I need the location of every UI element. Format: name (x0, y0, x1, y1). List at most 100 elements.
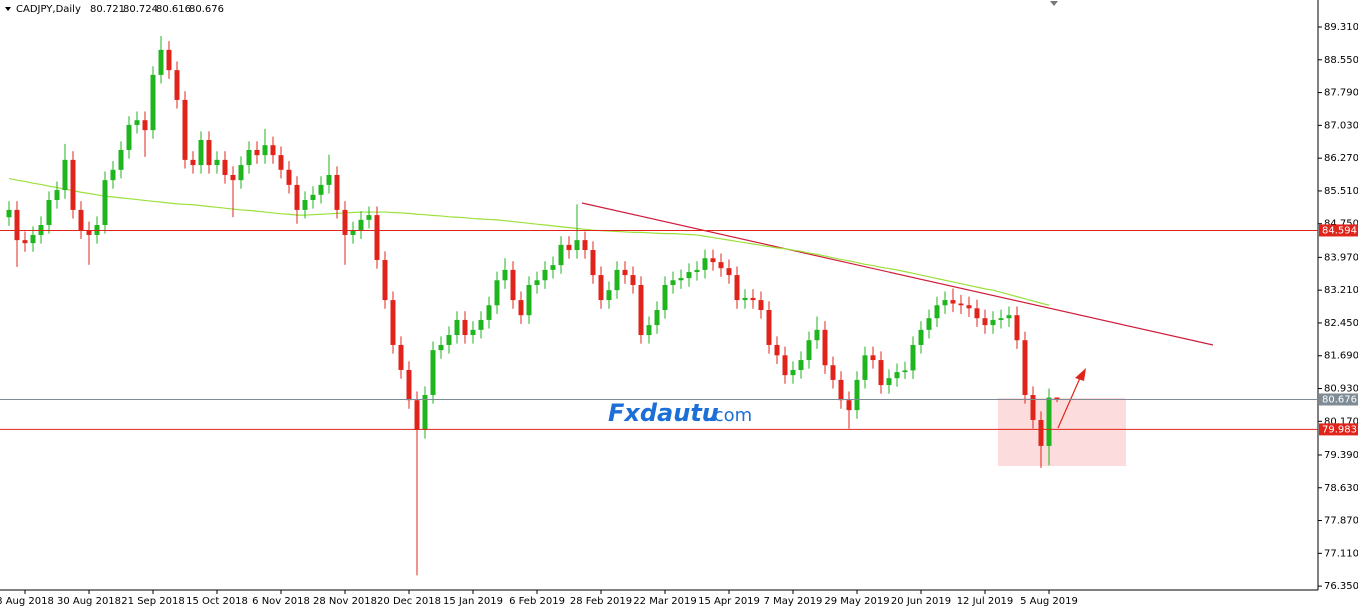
candle-body (22, 240, 28, 244)
candle-body (918, 329, 924, 345)
candle-body (982, 318, 988, 326)
candle-body (534, 280, 540, 285)
candle-body (318, 184, 324, 195)
candle-body (270, 145, 276, 156)
candle-body (382, 259, 388, 301)
x-tick-label: 28 Feb 2019 (570, 596, 632, 607)
candle-body (118, 149, 124, 170)
candle-body (998, 318, 1004, 320)
chart-title: CADJPY,Daily (16, 4, 81, 15)
y-tick-label: 79.390 (1324, 450, 1358, 461)
candle-body (958, 303, 964, 306)
scroll-marker (1050, 1, 1058, 6)
candle-body (174, 70, 180, 100)
candle-body (718, 262, 724, 269)
candle-body (758, 300, 764, 311)
candle-body (566, 244, 572, 251)
candle-body (558, 244, 564, 266)
candle-body (862, 355, 868, 380)
candle-body (950, 300, 956, 304)
candle-body (182, 99, 188, 160)
candle-body (238, 165, 244, 181)
candle-body (198, 140, 204, 166)
candle-body (942, 300, 948, 306)
y-tick-label: 76.350 (1324, 581, 1358, 592)
y-tick-label: 81.690 (1324, 351, 1358, 362)
candle-body (662, 284, 668, 311)
candle-body (446, 335, 452, 345)
candle-body (30, 234, 36, 244)
candle-body (886, 378, 892, 386)
candle-body (622, 269, 628, 276)
y-tick-label: 77.110 (1324, 548, 1358, 559)
candle-body (334, 174, 340, 210)
candle-body (478, 319, 484, 330)
candle-body (190, 159, 196, 166)
symbol-menu-icon (5, 7, 11, 11)
x-tick-label: 7 May 2019 (764, 596, 823, 607)
x-tick-label: 20 Dec 2018 (377, 596, 441, 607)
candle-body (358, 219, 364, 231)
candle-body (990, 319, 996, 326)
candle-body (510, 269, 516, 301)
candle-body (470, 329, 476, 336)
candle-body (774, 344, 780, 356)
candle-body (902, 370, 908, 373)
y-tick-label: 83.210 (1324, 285, 1358, 296)
candle-body (1038, 420, 1044, 446)
arrow-shaft (1057, 377, 1081, 429)
y-tick-label: 87.030 (1324, 120, 1358, 131)
y-tick-label: 88.550 (1324, 55, 1358, 66)
candle-body (734, 275, 740, 301)
candle-body (430, 350, 436, 395)
candle-body (390, 300, 396, 345)
x-tick-label: 20 Jun 2019 (891, 596, 951, 607)
y-tick-label: 85.510 (1324, 186, 1358, 197)
x-tick-label: 29 May 2019 (824, 596, 889, 607)
x-tick-label: 8 Aug 2018 (0, 596, 54, 607)
header-high: 80.724 (123, 4, 158, 15)
header-open: 80.721 (90, 4, 125, 15)
y-tick-label: 77.870 (1324, 516, 1358, 527)
candle-body (502, 269, 508, 281)
candle-body (150, 74, 156, 131)
y-tick-label: 87.790 (1324, 88, 1358, 99)
price-label: 84.594 (1322, 225, 1357, 236)
candle-body (686, 272, 692, 279)
candle-body (614, 269, 620, 291)
watermark-brand: Fxdautu (608, 399, 719, 427)
watermark-suffix: .com (708, 405, 752, 426)
candle-body (6, 209, 12, 218)
candle-body (254, 149, 260, 156)
candle-body (934, 305, 940, 319)
candle-body (54, 190, 60, 200)
candle-body (438, 344, 444, 351)
candle-body (46, 200, 52, 226)
candle-body (214, 159, 220, 166)
candle-body (694, 269, 700, 273)
y-tick-label: 80.930 (1324, 384, 1358, 395)
candle-body (406, 369, 412, 401)
x-tick-label: 15 Apr 2019 (698, 596, 760, 607)
y-tick-label: 78.630 (1324, 483, 1358, 494)
candle-body (310, 194, 316, 200)
candle-body (726, 268, 732, 276)
candle-body (158, 49, 164, 75)
candle-body (102, 180, 108, 226)
candle-body (78, 209, 84, 231)
candle-body (654, 310, 660, 326)
y-tick-label: 86.270 (1324, 153, 1358, 164)
candle-body (678, 278, 684, 281)
price-label-box (1319, 393, 1358, 406)
moving-average (8, 177, 1050, 306)
candle-body (1006, 315, 1012, 319)
candle-body (894, 372, 900, 379)
candle-body (486, 305, 492, 320)
candle-body (166, 49, 172, 71)
x-tick-label: 22 Mar 2019 (633, 596, 696, 607)
x-tick-label: 6 Nov 2018 (252, 596, 310, 607)
candle-body (590, 250, 596, 276)
candle-body (110, 169, 116, 181)
y-tick-label: 80.170 (1324, 416, 1358, 427)
candle-body (1046, 397, 1052, 446)
